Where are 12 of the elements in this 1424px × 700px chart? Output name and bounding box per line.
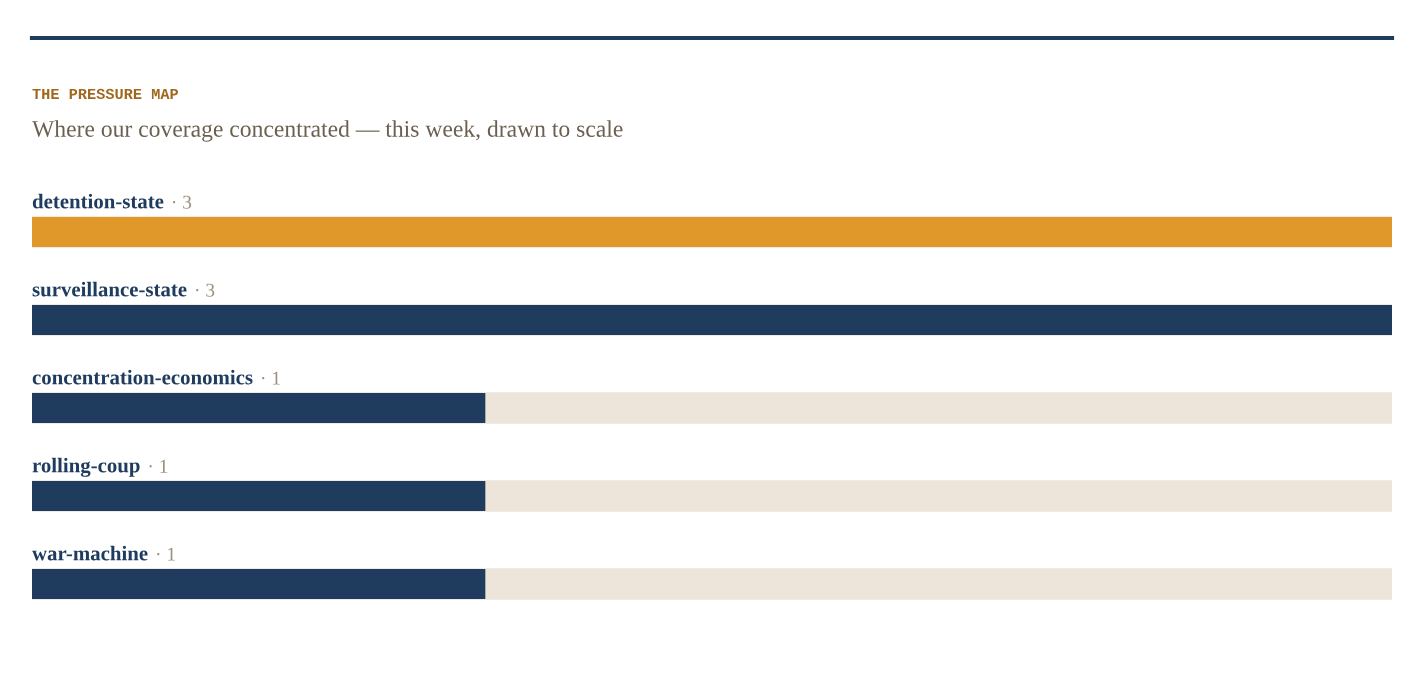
y-tick-label: rolling-coup	[32, 457, 140, 477]
y-tick-label: surveillance-state	[32, 281, 187, 297]
data-label: · 3	[196, 283, 215, 297]
data-label: · 3	[172, 195, 192, 209]
data-label: · 1	[149, 459, 168, 473]
y-tick-label: concentration-economics	[32, 369, 253, 385]
y-tick-label: war-machine	[32, 545, 148, 561]
data-label: · 1	[157, 547, 175, 561]
y-tick-label: detention-state	[32, 193, 164, 209]
chart-title: THE PRESSURE MAP	[32, 88, 179, 100]
data-label: · 1	[262, 371, 280, 385]
chart-subtitle: Where our coverage concentrated — this week, drawn to scale	[32, 120, 623, 142]
